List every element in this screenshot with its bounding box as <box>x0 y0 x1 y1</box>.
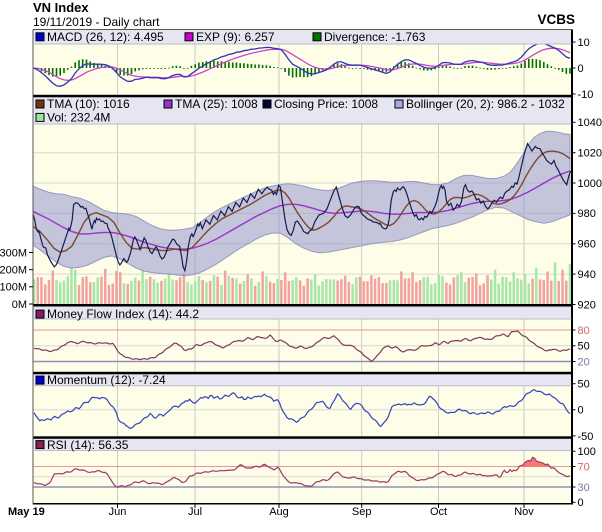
svg-text:0: 0 <box>578 405 584 417</box>
svg-text:1000: 1000 <box>578 178 602 190</box>
svg-text:960: 960 <box>578 239 596 251</box>
svg-text:940: 940 <box>578 269 596 281</box>
svg-text:980: 980 <box>578 208 596 220</box>
svg-text:19/11/2019 - Daily chart: 19/11/2019 - Daily chart <box>33 15 160 29</box>
svg-text:Vol: 232.4M: Vol: 232.4M <box>47 111 110 125</box>
svg-text:30: 30 <box>578 482 590 494</box>
svg-text:Jun: Jun <box>109 506 127 518</box>
svg-text:EXP (9): 6.257: EXP (9): 6.257 <box>196 30 275 44</box>
svg-text:May 19: May 19 <box>8 506 45 518</box>
svg-text:70: 70 <box>578 461 590 473</box>
svg-text:Momentum (12): -7.24: Momentum (12): -7.24 <box>47 373 166 387</box>
svg-text:Aug: Aug <box>269 506 289 518</box>
svg-text:Sep: Sep <box>352 506 372 518</box>
svg-text:Bollinger (20, 2): 986.2 - 103: Bollinger (20, 2): 986.2 - 1032 <box>406 97 565 111</box>
svg-text:TMA (10): 1016: TMA (10): 1016 <box>47 97 130 111</box>
svg-text:80: 80 <box>578 325 590 337</box>
svg-text:Closing Price: 1008: Closing Price: 1008 <box>274 97 378 111</box>
svg-text:Jul: Jul <box>188 506 202 518</box>
svg-text:TMA (25): 1008: TMA (25): 1008 <box>175 97 258 111</box>
svg-text:0: 0 <box>578 497 584 509</box>
svg-text:RSI (14): 56.35: RSI (14): 56.35 <box>47 438 129 452</box>
svg-text:100: 100 <box>578 446 596 458</box>
svg-text:0M: 0M <box>12 299 27 311</box>
svg-text:20: 20 <box>578 356 590 368</box>
svg-text:100M: 100M <box>0 282 27 294</box>
svg-text:50: 50 <box>578 341 590 353</box>
svg-text:Oct: Oct <box>430 506 447 518</box>
svg-text:200M: 200M <box>0 265 27 277</box>
svg-text:10: 10 <box>578 37 590 49</box>
svg-text:Divergence: -1.763: Divergence: -1.763 <box>324 30 426 44</box>
svg-text:Nov: Nov <box>514 506 534 518</box>
svg-text:-10: -10 <box>578 89 594 101</box>
svg-text:0: 0 <box>578 63 584 75</box>
svg-text:VN Index: VN Index <box>33 0 89 15</box>
svg-text:50: 50 <box>578 379 590 391</box>
svg-text:-50: -50 <box>578 431 594 443</box>
svg-text:920: 920 <box>578 299 596 311</box>
svg-text:300M: 300M <box>0 247 27 259</box>
svg-text:1020: 1020 <box>578 148 602 160</box>
svg-text:1040: 1040 <box>578 117 602 129</box>
svg-text:VCBS: VCBS <box>537 12 575 27</box>
svg-text:MACD (26, 12): 4.495: MACD (26, 12): 4.495 <box>47 30 164 44</box>
svg-text:Money Flow Index (14): 44.2: Money Flow Index (14): 44.2 <box>47 307 199 321</box>
